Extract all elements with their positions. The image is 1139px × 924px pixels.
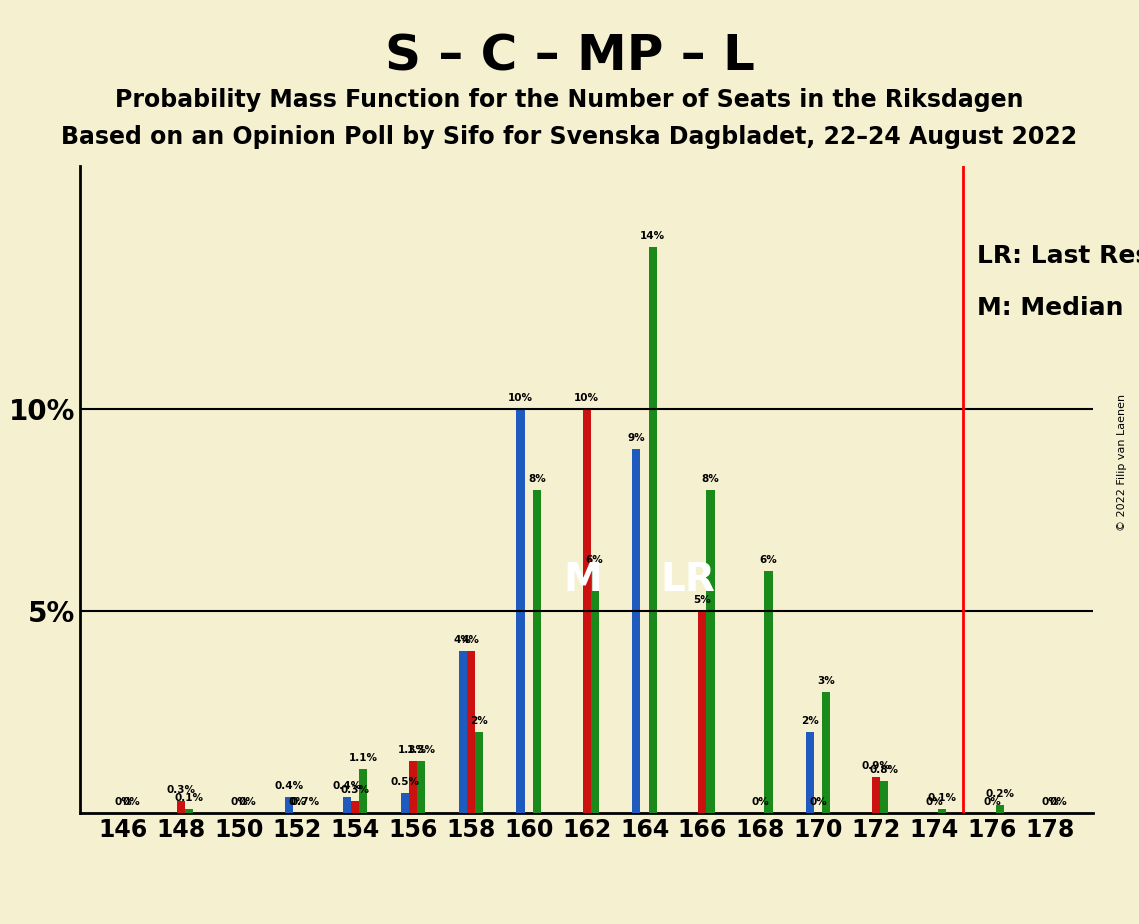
Text: © 2022 Filip van Laenen: © 2022 Filip van Laenen <box>1117 394 1126 530</box>
Text: LR: LR <box>661 561 715 599</box>
Text: 0.2%: 0.2% <box>985 789 1015 799</box>
Text: 0%: 0% <box>983 797 1001 807</box>
Text: 0%: 0% <box>238 797 256 807</box>
Bar <box>582 408 591 813</box>
Bar <box>516 408 525 813</box>
Text: 0.9%: 0.9% <box>862 760 891 771</box>
Text: 3%: 3% <box>818 675 835 686</box>
Text: 0%: 0% <box>230 797 248 807</box>
Text: M: M <box>564 561 603 599</box>
Text: 0%: 0% <box>1041 797 1059 807</box>
Text: 8%: 8% <box>702 474 720 483</box>
Bar <box>343 796 351 813</box>
Bar <box>401 793 409 813</box>
Bar <box>475 732 483 813</box>
Bar <box>698 611 706 813</box>
Bar <box>822 692 830 813</box>
Text: 1.3%: 1.3% <box>399 745 427 755</box>
Text: 1.1%: 1.1% <box>349 752 377 762</box>
Bar <box>351 801 359 813</box>
Text: 2%: 2% <box>470 716 487 726</box>
Text: Probability Mass Function for the Number of Seats in the Riksdagen: Probability Mass Function for the Number… <box>115 88 1024 112</box>
Text: 9%: 9% <box>628 433 645 444</box>
Bar <box>632 449 640 813</box>
Bar <box>186 809 194 813</box>
Text: 0.4%: 0.4% <box>274 781 303 791</box>
Text: 0%: 0% <box>810 797 827 807</box>
Bar <box>285 796 293 813</box>
Text: 0%: 0% <box>1049 797 1067 807</box>
Text: 0%: 0% <box>752 797 769 807</box>
Bar <box>459 651 467 813</box>
Text: 6%: 6% <box>760 554 777 565</box>
Bar <box>359 769 367 813</box>
Bar <box>591 571 599 813</box>
Bar <box>806 732 814 813</box>
Bar <box>880 781 888 813</box>
Text: 0.7%: 0.7% <box>290 797 320 807</box>
Bar <box>872 777 880 813</box>
Bar <box>467 651 475 813</box>
Bar <box>648 248 657 813</box>
Text: 4%: 4% <box>453 636 472 645</box>
Text: 6%: 6% <box>585 554 604 565</box>
Text: LR: Last Result: LR: Last Result <box>977 244 1139 268</box>
Text: 0.1%: 0.1% <box>928 793 957 803</box>
Text: 10%: 10% <box>574 393 599 403</box>
Text: 1.3%: 1.3% <box>407 745 435 755</box>
Bar <box>533 490 541 813</box>
Bar <box>706 490 714 813</box>
Text: S – C – MP – L: S – C – MP – L <box>385 32 754 80</box>
Text: 0.5%: 0.5% <box>391 777 419 787</box>
Bar <box>997 805 1005 813</box>
Text: M: Median: M: Median <box>977 296 1123 320</box>
Text: 10%: 10% <box>508 393 533 403</box>
Text: Based on an Opinion Poll by Sifo for Svenska Dagbladet, 22–24 August 2022: Based on an Opinion Poll by Sifo for Sve… <box>62 125 1077 149</box>
Text: 0%: 0% <box>288 797 306 807</box>
Bar <box>417 760 425 813</box>
Bar <box>409 760 417 813</box>
Bar <box>764 571 772 813</box>
Bar <box>177 801 186 813</box>
Text: 0.3%: 0.3% <box>166 784 196 795</box>
Text: 2%: 2% <box>802 716 819 726</box>
Text: 0%: 0% <box>925 797 943 807</box>
Text: 0%: 0% <box>114 797 132 807</box>
Text: 0.8%: 0.8% <box>870 765 899 774</box>
Text: 5%: 5% <box>694 595 712 605</box>
Text: 14%: 14% <box>640 231 665 241</box>
Text: 8%: 8% <box>527 474 546 483</box>
Text: 0.3%: 0.3% <box>341 784 369 795</box>
Text: 0.1%: 0.1% <box>174 793 204 803</box>
Text: 0.4%: 0.4% <box>333 781 361 791</box>
Bar <box>939 809 947 813</box>
Text: 4%: 4% <box>461 636 480 645</box>
Text: 0%: 0% <box>122 797 140 807</box>
